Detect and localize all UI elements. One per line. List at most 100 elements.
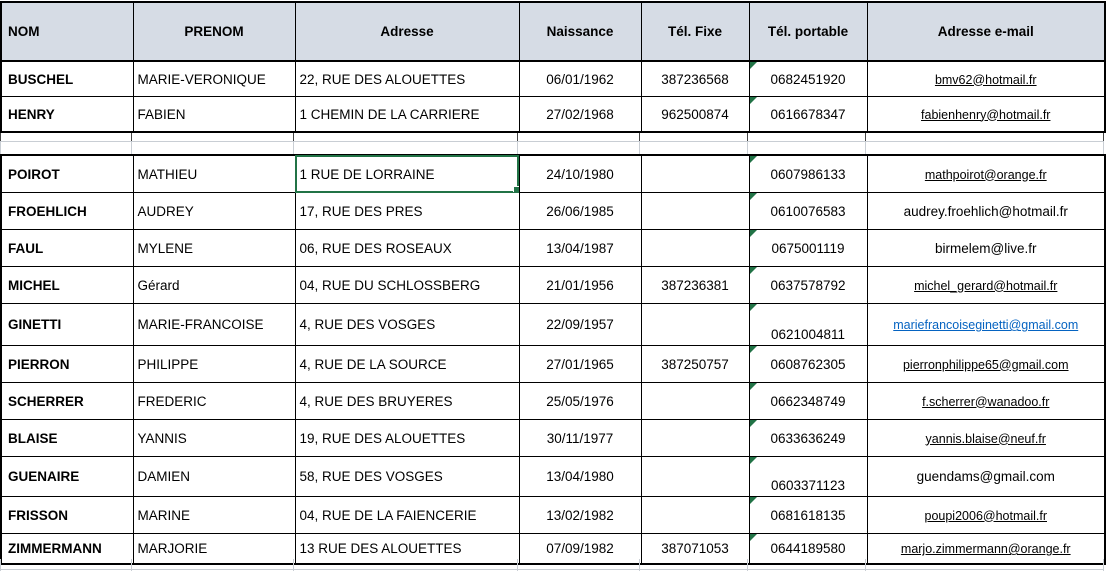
cell-prenom[interactable]: FREDERIC [132,382,296,420]
cell-tel-portable[interactable]: 0662348749 [748,382,868,420]
cell-prenom[interactable]: MATHIEU [132,154,296,193]
cell-naissance[interactable]: 30/11/1977 [518,419,642,457]
cell-email[interactable]: bmv62@hotmail.fr [866,60,1106,97]
cell-email[interactable]: michel_gerard@hotmail.fr [866,266,1106,304]
cell-adresse[interactable]: 04, RUE DE LA FAIENCERIE [294,496,520,534]
cell-email[interactable]: birmelem@live.fr [866,229,1106,267]
cell-prenom[interactable]: YANNIS [132,419,296,457]
cell-nom[interactable]: MICHEL [0,266,134,304]
email-link[interactable]: f.scherrer@wanadoo.fr [922,394,1050,409]
cell-email[interactable]: fabienhenry@hotmail.fr [866,96,1106,133]
email-link[interactable]: yannis.blaise@neuf.fr [925,431,1046,446]
cell-tel-fixe[interactable] [640,419,750,457]
cell-prenom[interactable]: AUDREY [132,192,296,230]
cell-adresse[interactable]: 22, RUE DES ALOUETTES [294,60,520,97]
cell-email[interactable]: poupi2006@hotmail.fr [866,496,1106,534]
cell-tel-portable[interactable]: 0644189580 [748,533,868,565]
cell-tel-portable[interactable]: 0681618135 [748,496,868,534]
column-header-adresse[interactable]: Adresse [294,1,520,62]
cell-tel-portable[interactable]: 0608762305 [748,345,868,383]
cell-tel-fixe[interactable]: 962500874 [640,96,750,133]
cell-nom[interactable]: BUSCHEL [0,60,134,97]
email-link[interactable]: guendams@gmail.com [916,469,1055,484]
email-link[interactable]: fabienhenry@hotmail.fr [921,107,1051,122]
cell-nom[interactable]: GUENAIRE [0,456,134,497]
email-link[interactable]: pierronphilippe65@gmail.com [902,357,1069,372]
cell-tel-fixe[interactable]: 387236381 [640,266,750,304]
column-header-tel-fixe[interactable]: Tél. Fixe [640,1,750,62]
cell-prenom[interactable]: Gérard [132,266,296,304]
cell-naissance[interactable]: 26/06/1985 [518,192,642,230]
cell-adresse[interactable]: 06, RUE DES ROSEAUX [294,229,520,267]
cell-tel-portable[interactable]: 0610076583 [748,192,868,230]
cell-naissance[interactable]: 21/01/1956 [518,266,642,304]
cell-nom[interactable]: GINETTI [0,303,134,346]
cell-email[interactable]: guendams@gmail.com [866,456,1106,497]
cell-tel-portable[interactable]: 0637578792 [748,266,868,304]
selected-cell[interactable]: 1 RUE DE LORRAINE [294,154,520,193]
cell-email[interactable]: f.scherrer@wanadoo.fr [866,382,1106,420]
cell-tel-portable[interactable]: 0621004811 [748,303,868,346]
cell-tel-portable[interactable]: 0682451920 [748,60,868,97]
cell-tel-fixe[interactable] [640,456,750,497]
cell-prenom[interactable]: MARIE-VERONIQUE [132,60,296,97]
email-link[interactable]: bmv62@hotmail.fr [934,72,1037,87]
cell-tel-portable[interactable]: 0616678347 [748,96,868,133]
email-link[interactable]: birmelem@live.fr [935,240,1037,256]
cell-email[interactable]: audrey.froehlich@hotmail.fr [866,192,1106,230]
column-header-nom[interactable]: NOM [0,1,134,62]
cell-nom[interactable]: FAUL [0,229,134,267]
cell-prenom[interactable]: DAMIEN [132,456,296,497]
cell-naissance[interactable]: 27/02/1968 [518,96,642,133]
cell-tel-fixe[interactable]: 387236568 [640,60,750,97]
cell-naissance[interactable]: 24/10/1980 [518,154,642,193]
column-header-tel-portable[interactable]: Tél. portable [748,1,868,62]
email-link[interactable]: mariefrancoiseginetti@gmail.com [893,318,1079,332]
cell-tel-fixe[interactable] [640,229,750,267]
cell-tel-fixe[interactable] [640,192,750,230]
cell-naissance[interactable]: 13/04/1987 [518,229,642,267]
cell-nom[interactable]: POIROT [0,154,134,193]
column-header-email[interactable]: Adresse e-mail [866,1,1106,62]
cell-prenom[interactable]: MARINE [132,496,296,534]
cell-naissance[interactable]: 06/01/1962 [518,60,642,97]
cell-email[interactable]: marjo.zimmermann@orange.fr [866,533,1106,565]
column-header-prenom[interactable]: PRENOM [132,1,296,62]
cell-tel-portable[interactable]: 0607986133 [748,154,868,193]
email-link[interactable]: marjo.zimmermann@orange.fr [900,542,1071,556]
cell-adresse[interactable]: 17, RUE DES PRES [294,192,520,230]
cell-email[interactable]: mathpoirot@orange.fr [866,154,1106,193]
email-link[interactable]: audrey.froehlich@hotmail.fr [903,203,1068,219]
cell-tel-fixe[interactable] [640,382,750,420]
cell-tel-fixe[interactable] [640,496,750,534]
cell-adresse[interactable]: 04, RUE DU SCHLOSSBERG [294,266,520,304]
email-link[interactable]: michel_gerard@hotmail.fr [914,278,1058,293]
column-header-naissance[interactable]: Naissance [518,1,642,62]
cell-prenom[interactable]: MARJORIE [132,533,296,565]
cell-adresse[interactable]: 4, RUE DES BRUYERES [294,382,520,420]
cell-naissance[interactable]: 27/01/1965 [518,345,642,383]
cell-nom[interactable]: FRISSON [0,496,134,534]
cell-tel-portable[interactable]: 0603371123 [748,456,868,497]
cell-naissance[interactable]: 13/02/1982 [518,496,642,534]
cell-naissance[interactable]: 13/04/1980 [518,456,642,497]
cell-nom[interactable]: ZIMMERMANN [0,533,134,565]
cell-tel-fixe[interactable]: 387250757 [640,345,750,383]
cell-email[interactable]: yannis.blaise@neuf.fr [866,419,1106,457]
cell-naissance[interactable]: 07/09/1982 [518,533,642,565]
cell-nom[interactable]: PIERRON [0,345,134,383]
cell-email[interactable]: mariefrancoiseginetti@gmail.com [866,303,1106,346]
cell-naissance[interactable]: 22/09/1957 [518,303,642,346]
cell-tel-portable[interactable]: 0633636249 [748,419,868,457]
cell-adresse[interactable]: 4, RUE DE LA SOURCE [294,345,520,383]
cell-prenom[interactable]: PHILIPPE [132,345,296,383]
cell-tel-fixe[interactable] [640,303,750,346]
cell-prenom[interactable]: FABIEN [132,96,296,133]
cell-adresse[interactable]: 58, RUE DES VOSGES [294,456,520,497]
cell-nom[interactable]: FROEHLICH [0,192,134,230]
cell-email[interactable]: pierronphilippe65@gmail.com [866,345,1106,383]
cell-adresse[interactable]: 1 CHEMIN DE LA CARRIERE [294,96,520,133]
cell-nom[interactable]: SCHERRER [0,382,134,420]
email-link[interactable]: poupi2006@hotmail.fr [924,508,1048,523]
cell-prenom[interactable]: MARIE-FRANCOISE [132,303,296,346]
